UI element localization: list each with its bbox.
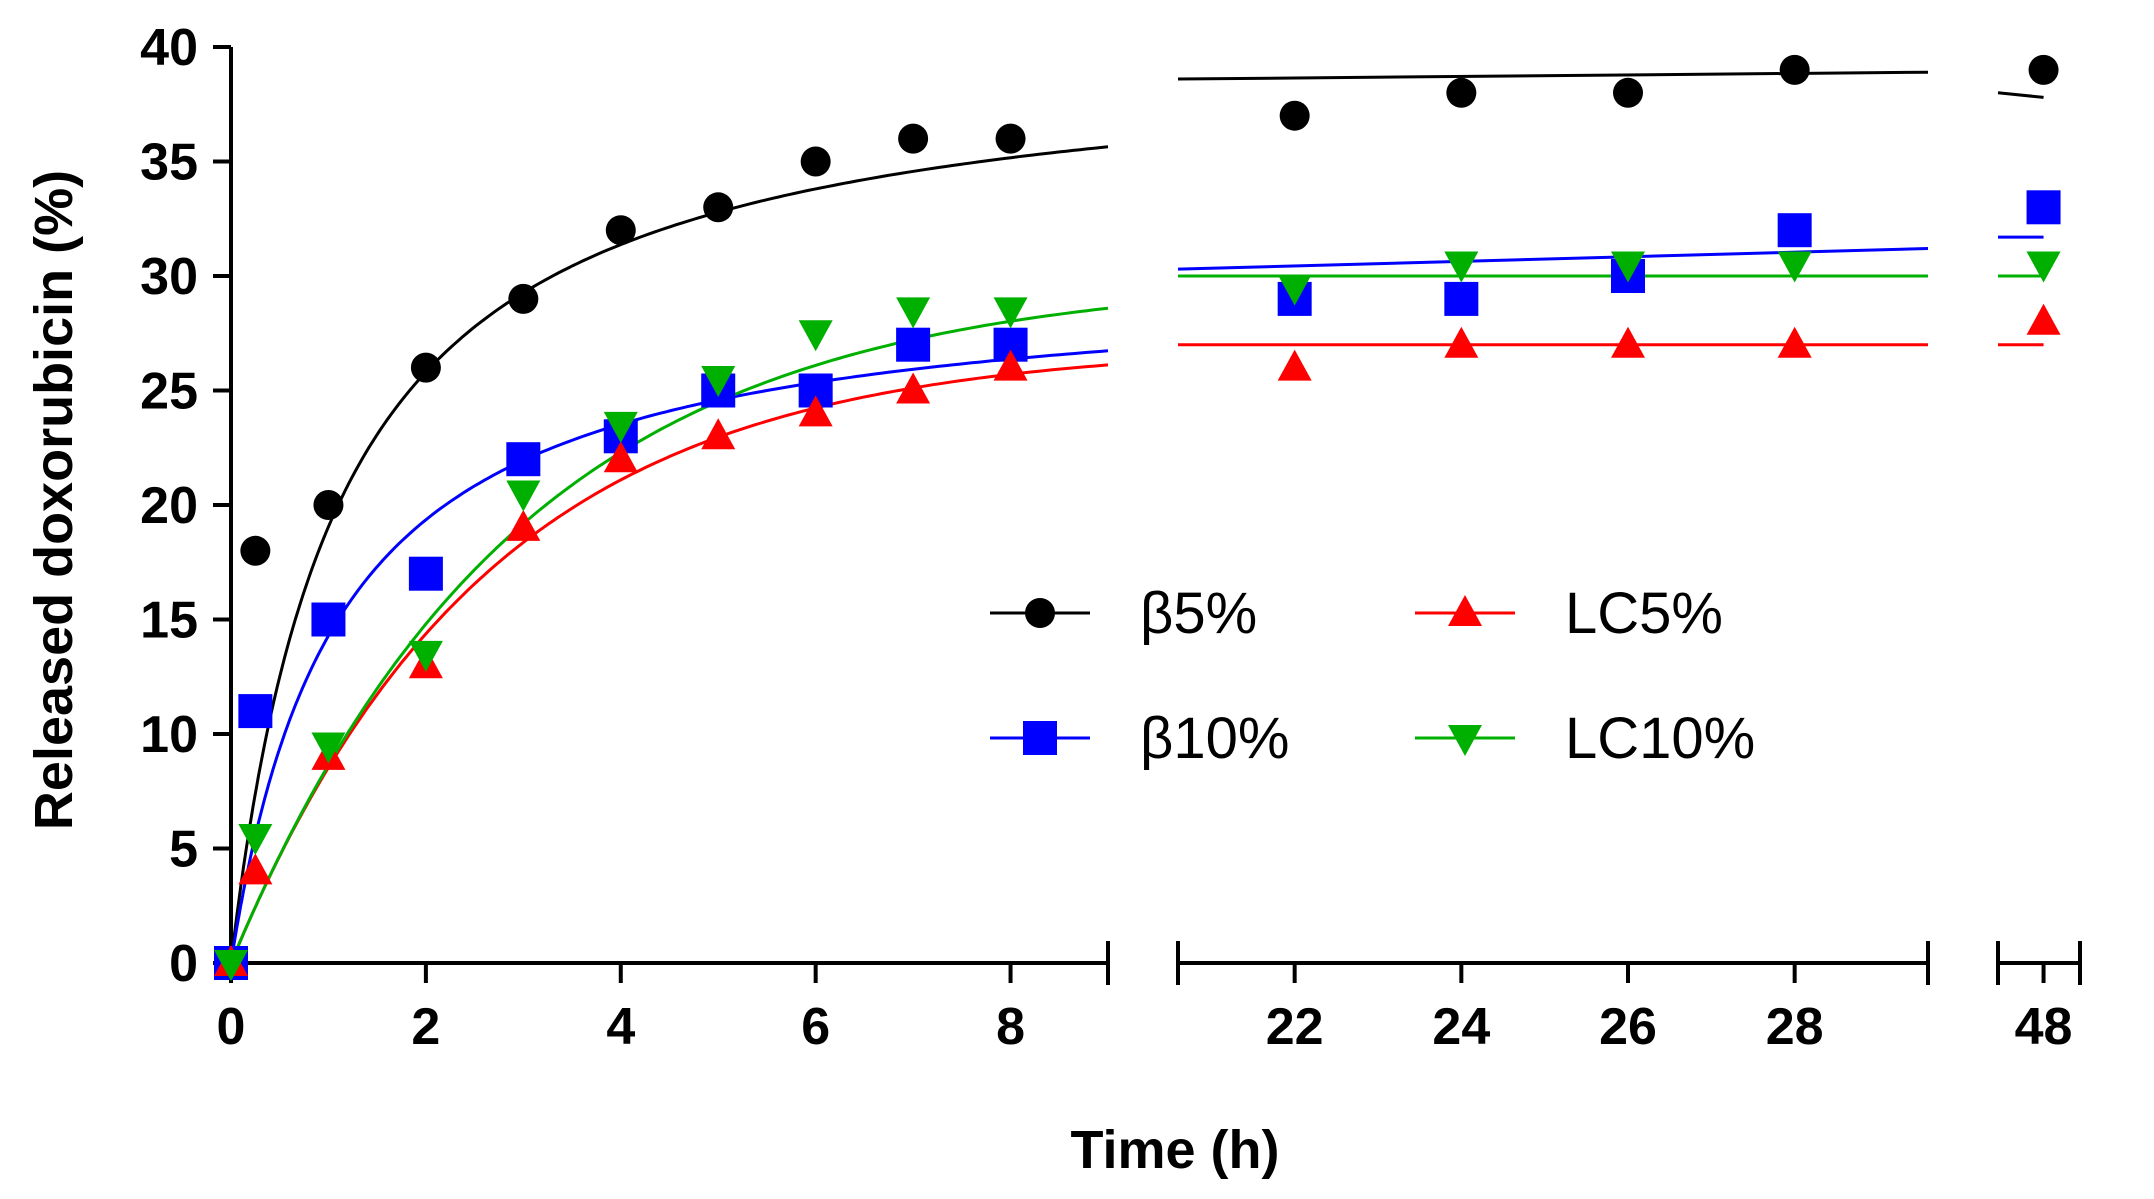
y-tick-label: 30 xyxy=(140,248,198,306)
data-point-LC5% xyxy=(1444,326,1479,358)
data-point-LC10% xyxy=(798,320,833,352)
data-point-β10% xyxy=(238,694,273,729)
fit-curve-β10% xyxy=(229,349,1109,964)
fit-curve-late-β5% xyxy=(1177,70,1929,81)
fit-curves xyxy=(229,70,2044,964)
data-point-LC10% xyxy=(701,366,736,398)
data-point-β5% xyxy=(898,123,929,154)
data-point-LC5% xyxy=(603,441,638,473)
data-point-LC10% xyxy=(1277,274,1312,306)
y-tick-label: 40 xyxy=(140,19,198,77)
legend-label: LC5% xyxy=(1565,581,1723,646)
y-tick-label: 10 xyxy=(140,706,198,764)
data-point-LC5% xyxy=(2026,303,2061,335)
legend-marker xyxy=(1025,598,1055,628)
data-points xyxy=(214,54,2061,981)
x-axis-title: Time (h) xyxy=(1070,1120,1279,1180)
data-point-β5% xyxy=(800,146,831,177)
legend-marker xyxy=(1448,595,1482,626)
data-point-LC5% xyxy=(1277,349,1312,381)
data-point-LC5% xyxy=(993,349,1028,381)
data-point-β5% xyxy=(1279,100,1310,131)
data-point-β10% xyxy=(311,602,346,637)
y-tick-label: 15 xyxy=(140,592,198,650)
data-point-β10% xyxy=(896,327,931,362)
x-tick-label: 48 xyxy=(2015,998,2073,1056)
data-point-β10% xyxy=(506,442,541,477)
data-point-LC10% xyxy=(1611,251,1645,283)
data-point-β5% xyxy=(508,283,539,314)
legend-marker xyxy=(1448,725,1482,756)
data-point-β10% xyxy=(1777,213,1812,248)
x-tick-label: 0 xyxy=(217,998,246,1056)
x-tick-label: 2 xyxy=(411,998,440,1056)
x-tick-label: 4 xyxy=(606,998,635,1056)
data-point-LC10% xyxy=(896,297,931,329)
data-point-LC5% xyxy=(701,418,736,450)
data-point-LC10% xyxy=(238,824,273,856)
y-tick-label: 35 xyxy=(140,134,198,192)
x-tick-label: 6 xyxy=(801,998,830,1056)
data-point-β10% xyxy=(408,556,443,591)
legend: β5% β10% LC5% LC10% xyxy=(990,581,1755,771)
data-point-β5% xyxy=(313,490,344,520)
data-point-LC5% xyxy=(506,509,541,541)
x-tick-label: 22 xyxy=(1266,998,1324,1056)
data-point-LC5% xyxy=(896,372,931,404)
data-point-β5% xyxy=(2028,54,2059,85)
data-point-LC10% xyxy=(214,950,248,981)
data-point-LC10% xyxy=(1444,251,1479,283)
y-tick-label: 0 xyxy=(169,935,198,993)
legend-marker xyxy=(1023,721,1057,755)
data-point-LC10% xyxy=(311,732,346,764)
x-tick-label: 8 xyxy=(996,998,1025,1056)
data-point-LC5% xyxy=(798,395,833,427)
data-point-LC10% xyxy=(993,297,1028,329)
data-point-LC5% xyxy=(1611,326,1645,358)
data-point-β5% xyxy=(1779,54,1810,85)
data-point-β10% xyxy=(2026,190,2061,225)
fit-curve-late-β10% xyxy=(1177,247,1929,271)
y-axis-title: Released doxorubicin (%) xyxy=(24,170,84,830)
x-tick-label: 28 xyxy=(1766,998,1824,1056)
fit-curve-β5% xyxy=(229,145,1109,964)
legend-label: β10% xyxy=(1140,706,1289,771)
data-point-LC10% xyxy=(603,411,638,443)
data-point-LC10% xyxy=(506,480,541,512)
data-point-LC5% xyxy=(238,853,273,885)
x-tick-label: 24 xyxy=(1432,998,1490,1056)
data-point-β5% xyxy=(1446,77,1477,108)
data-point-β5% xyxy=(995,123,1026,154)
data-point-β5% xyxy=(240,535,271,566)
data-point-β5% xyxy=(605,215,636,246)
legend-label: β5% xyxy=(1140,581,1257,646)
data-point-β5% xyxy=(410,352,441,383)
fit-curve-LC5% xyxy=(229,363,1109,964)
data-point-LC10% xyxy=(1777,251,1812,283)
data-point-LC10% xyxy=(2026,251,2061,283)
data-point-LC5% xyxy=(1777,326,1812,358)
legend-label: LC10% xyxy=(1565,706,1755,771)
data-point-LC10% xyxy=(408,640,443,672)
data-point-β5% xyxy=(1613,77,1643,108)
y-tick-label: 20 xyxy=(140,477,198,535)
data-point-β5% xyxy=(703,192,734,223)
data-point-β10% xyxy=(1444,281,1479,316)
y-tick-label: 25 xyxy=(140,363,198,421)
fit-curve-LC10% xyxy=(229,306,1109,964)
x-tick-label: 26 xyxy=(1599,998,1657,1056)
fit-curve-48h-β5% xyxy=(1997,91,2044,99)
y-tick-label: 5 xyxy=(169,821,198,879)
